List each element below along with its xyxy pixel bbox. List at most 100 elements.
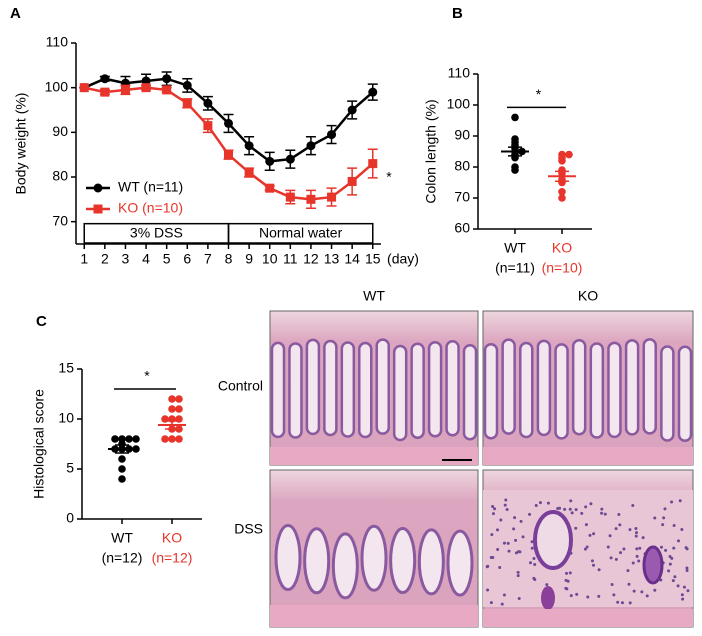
cell <box>590 559 594 563</box>
y-tick-label: 90 <box>454 127 470 143</box>
crypt <box>660 345 675 442</box>
column-label: WT <box>363 288 385 304</box>
cell <box>546 501 550 505</box>
cell <box>600 511 604 515</box>
cell <box>503 503 507 507</box>
cell <box>584 523 588 527</box>
muscle <box>270 605 478 627</box>
legend-label: KO (n=10) <box>118 200 183 216</box>
y-tick-label: 10 <box>58 410 74 426</box>
cell <box>506 541 510 545</box>
cell <box>673 575 677 579</box>
cell <box>574 508 578 512</box>
legend-marker <box>93 204 103 214</box>
muscle <box>483 609 693 627</box>
cell <box>634 527 638 531</box>
cell <box>588 533 592 537</box>
cell <box>670 500 674 504</box>
cell <box>682 585 686 589</box>
data-point <box>511 113 519 122</box>
marker <box>244 168 254 178</box>
data-point <box>168 395 176 403</box>
crypt <box>642 545 664 585</box>
row-label: DSS <box>234 521 263 537</box>
data-point <box>168 435 176 443</box>
cell <box>626 569 630 573</box>
sem-bar <box>115 444 129 454</box>
panel-label: C <box>36 313 47 330</box>
x-tick-label: 5 <box>163 251 171 267</box>
x-tick-label: 6 <box>183 251 191 267</box>
sem-bar <box>165 420 179 430</box>
cell <box>584 505 588 509</box>
marker <box>100 87 110 97</box>
cell <box>662 516 666 520</box>
x-tick-label: 1 <box>80 251 88 267</box>
x-tick-label: WT <box>111 530 133 546</box>
cell <box>502 593 506 597</box>
cell <box>512 527 516 531</box>
cell <box>591 563 595 567</box>
cell <box>600 507 604 511</box>
cell <box>532 557 536 561</box>
data-point <box>511 166 519 174</box>
crypt <box>303 527 331 595</box>
marker <box>327 192 337 202</box>
marker <box>182 80 192 90</box>
crypt <box>462 344 478 441</box>
data-point <box>125 435 133 443</box>
crypt <box>554 343 569 440</box>
cell <box>529 561 533 565</box>
data-point <box>132 435 140 443</box>
cell <box>672 546 676 550</box>
cell <box>545 583 549 587</box>
cell <box>517 596 521 600</box>
marker <box>203 121 213 131</box>
crypt <box>501 338 516 435</box>
cell <box>530 546 534 550</box>
crypt <box>274 524 302 592</box>
cell <box>597 568 601 572</box>
cell <box>491 504 495 508</box>
significance: * <box>536 86 542 102</box>
panel-label: A <box>10 5 21 22</box>
cell <box>637 559 641 563</box>
x-tick-label: 10 <box>262 251 278 267</box>
cell <box>680 593 684 597</box>
cell <box>507 549 511 553</box>
sample-size: (n=10) <box>542 260 583 276</box>
x-tick-label: 2 <box>101 251 109 267</box>
data-point <box>558 157 566 165</box>
marker <box>347 176 357 186</box>
crypt <box>571 339 587 436</box>
crypt <box>446 529 474 597</box>
cell <box>574 526 578 530</box>
crypt <box>417 528 445 596</box>
marker <box>224 150 233 160</box>
marker <box>368 159 378 169</box>
crypt <box>389 527 417 595</box>
data-point <box>565 150 573 159</box>
marker <box>162 74 172 84</box>
marker <box>120 85 130 95</box>
cell <box>528 512 532 516</box>
cell <box>530 540 534 544</box>
y-tick-label: 100 <box>447 96 471 112</box>
crypt <box>624 339 640 436</box>
row-label: Control <box>218 378 263 394</box>
cell <box>575 592 579 596</box>
cell <box>514 551 518 555</box>
cell <box>564 586 568 590</box>
treatment-box <box>227 222 374 244</box>
cell <box>603 512 607 516</box>
cell <box>583 547 587 551</box>
cell <box>632 589 636 593</box>
muscle <box>270 447 478 465</box>
cell <box>620 601 624 605</box>
data-point <box>175 405 183 413</box>
cell <box>610 583 614 587</box>
cell <box>618 523 622 527</box>
cell <box>489 601 493 605</box>
cell <box>533 563 537 567</box>
cell <box>498 565 502 569</box>
